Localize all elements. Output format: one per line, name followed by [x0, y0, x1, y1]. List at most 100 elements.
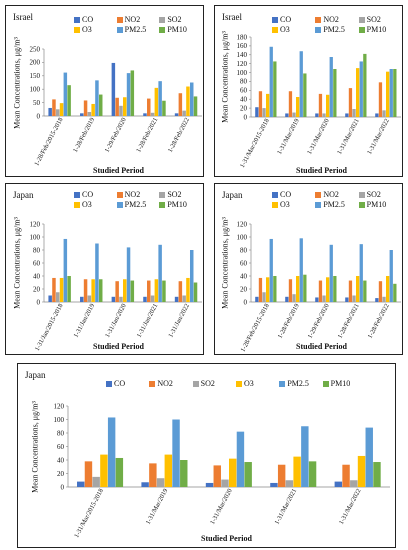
- bar-pm10-3: [130, 70, 135, 116]
- legend-swatch: [106, 381, 112, 387]
- x-tick-label: 1-28/Feb/2019: [277, 303, 301, 340]
- legend: CO NO2 SO2 O3 PM2.5 PM10: [74, 190, 202, 210]
- legend-item-pm2-5: PM2.5: [279, 379, 322, 389]
- bar-o3-5: [186, 277, 190, 302]
- bar-pm2-5-1: [107, 417, 116, 487]
- x-tick-label: 1-28/Feb/2022: [167, 117, 191, 154]
- legend-label: PM2.5: [287, 379, 309, 388]
- y-tick-label: 100: [237, 69, 248, 77]
- country-label: Japan: [222, 190, 243, 200]
- legend-swatch: [235, 381, 242, 387]
- legend-swatch: [315, 202, 322, 208]
- bar-co-5: [334, 481, 343, 487]
- legend-item-so2: SO2: [358, 15, 402, 25]
- x-tick-label: 1-31/Jan/2015-2018: [34, 303, 65, 353]
- bar-no2-3: [318, 93, 323, 117]
- bar-co-5: [174, 113, 179, 116]
- legend-item-so2: SO2: [159, 190, 202, 200]
- bar-pm10-2: [180, 460, 188, 487]
- bar-so2-5: [382, 296, 386, 302]
- y-tick-label: 250: [30, 45, 41, 53]
- plot-area: 0 20 40 60 80 100 120 1-31/Mar/2015-2018 1-31/Ma…: [54, 402, 390, 539]
- bar-o3-2: [91, 103, 95, 116]
- bar-pm10-1: [67, 85, 71, 116]
- bar-pm10-1: [115, 457, 124, 487]
- legend-label: SO2: [167, 190, 182, 199]
- legend: CO NO2 SO2 O3 PM2.5 PM10: [272, 190, 402, 210]
- x-axis-label: Studied Period: [296, 342, 347, 351]
- legend-label: PM2.5: [124, 200, 147, 209]
- bar-so2-1: [262, 108, 266, 117]
- y-tick-label: 50: [33, 99, 41, 107]
- legend-swatch: [272, 202, 278, 208]
- x-tick-label: 1-31/Mar/2020: [209, 488, 234, 526]
- legend-swatch: [315, 192, 322, 198]
- chart-panel-3: Japan CO NO2 SO2 O3 PM2.5 PM10 Mean Concentrati…: [5, 183, 204, 355]
- legend-label: NO2: [124, 190, 141, 199]
- bar-co-2: [285, 113, 289, 117]
- y-tick-label: 60: [57, 443, 65, 451]
- bar-pm10-5: [193, 96, 198, 116]
- bar-co-3: [111, 62, 116, 116]
- bar-pm2-5-2: [172, 419, 180, 487]
- x-tick-label: 1-31/Mar/2021: [336, 118, 361, 156]
- legend-label: NO2: [323, 15, 339, 24]
- y-tick-label: 80: [240, 246, 248, 254]
- legend-item-pm10: PM10: [358, 25, 402, 35]
- legend-item-o3: O3: [272, 200, 315, 210]
- bar-co-4: [270, 482, 278, 487]
- legend-swatch: [74, 202, 80, 208]
- bar-so2-1: [56, 109, 60, 116]
- legend-item-co: CO: [272, 15, 315, 25]
- x-tick-label: 1-28/Feb/2022: [367, 303, 391, 340]
- bar-pm2-5-4: [359, 61, 363, 117]
- legend-swatch: [159, 17, 166, 23]
- bar-o3-3: [229, 458, 237, 487]
- bar-so2-2: [292, 294, 296, 302]
- x-tick-label: 1-31/Jan/2022: [167, 303, 191, 339]
- legend-item-pm10: PM10: [159, 200, 202, 210]
- bar-pm2-5-5: [365, 427, 373, 487]
- bar-no2-1: [52, 99, 56, 116]
- x-tick-label: 1-28/Feb/2021: [135, 117, 159, 154]
- bar-co-2: [141, 482, 149, 487]
- bar-pm10-4: [363, 53, 367, 117]
- bar-so2-4: [150, 295, 155, 302]
- bar-pm2-5-4: [158, 81, 162, 116]
- y-tick-label: 120: [237, 220, 248, 228]
- bar-pm10-2: [303, 274, 307, 302]
- y-tick-label: 80: [33, 246, 41, 254]
- bar-no2-5: [342, 464, 350, 487]
- legend-item-co: CO: [106, 379, 149, 389]
- legend-swatch: [116, 17, 123, 23]
- bar-no2-3: [115, 281, 119, 302]
- legend-swatch: [272, 192, 278, 198]
- legend-label: PM2.5: [124, 25, 147, 34]
- bar-pm2-5-3: [236, 431, 245, 487]
- legend-label: O3: [82, 200, 92, 209]
- bar-co-4: [143, 113, 147, 116]
- bar-co-1: [255, 296, 259, 302]
- bar-no2-4: [348, 88, 353, 117]
- x-axis-label: Studied Period: [93, 342, 144, 351]
- legend-item-o3: O3: [74, 25, 117, 35]
- legend-item-o3: O3: [74, 200, 117, 210]
- bar-so2-4: [285, 480, 294, 487]
- bar-pm2-5-5: [189, 82, 194, 116]
- bar-co-2: [285, 296, 289, 302]
- legend-swatch: [159, 192, 166, 198]
- bar-no2-5: [178, 281, 183, 302]
- bar-o3-1: [100, 454, 108, 487]
- bar-pm2-5-2: [95, 243, 99, 302]
- y-tick-label: 60: [240, 259, 248, 267]
- legend: CO NO2 SO2 O3 PM2.5 PM10: [272, 15, 402, 35]
- legend-item-pm10: PM10: [159, 25, 202, 35]
- legend-label: PM10: [167, 25, 187, 34]
- legend-item-no2: NO2: [315, 15, 358, 25]
- legend-label: O3: [280, 25, 290, 34]
- bar-pm2-5-3: [329, 57, 333, 117]
- bar-pm2-5-4: [301, 426, 309, 487]
- bar-co-3: [111, 296, 116, 302]
- legend-item-o3: O3: [272, 25, 315, 35]
- bar-no2-4: [147, 98, 151, 116]
